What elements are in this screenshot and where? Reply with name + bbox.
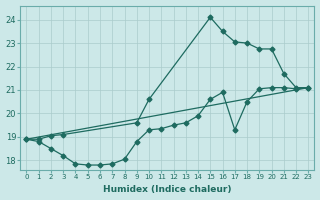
X-axis label: Humidex (Indice chaleur): Humidex (Indice chaleur) — [103, 185, 232, 194]
